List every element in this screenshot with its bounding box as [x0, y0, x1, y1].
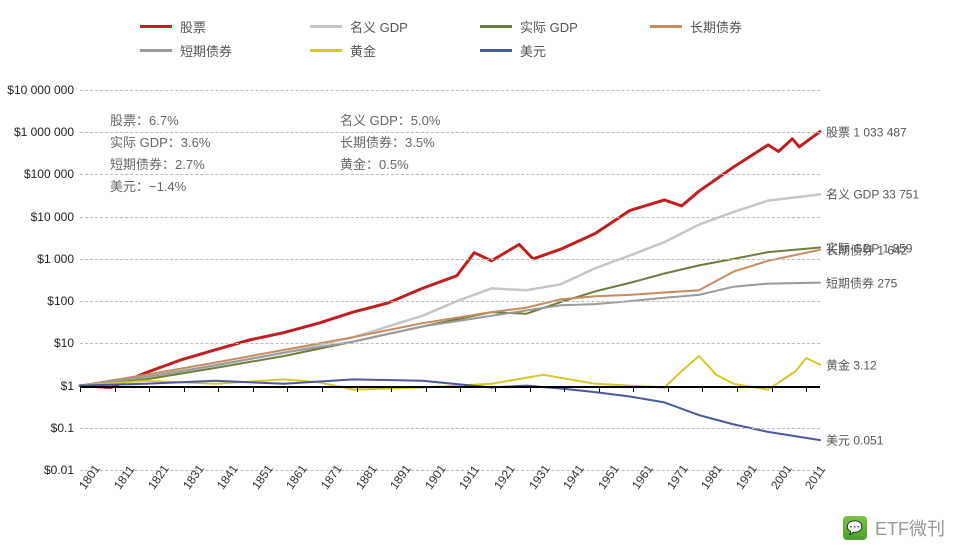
legend-item-stocks: 股票 [140, 14, 310, 38]
y-gridline [80, 259, 820, 260]
legend-label: 长期债券 [690, 17, 742, 36]
x-tick-mark [426, 386, 427, 392]
legend-swatch [310, 49, 342, 52]
chart-plot-area: $0.01$0.1$1$10$100$1 000$10 000$100 000$… [80, 90, 820, 470]
legend-label: 黄金 [350, 41, 376, 60]
x-tick-mark [495, 386, 496, 392]
x-tick-mark [530, 386, 531, 392]
y-tick-label: $0.1 [51, 421, 74, 435]
y-tick-label: $100 [47, 294, 74, 308]
legend-item-gold: 黄金 [310, 38, 480, 62]
end-label-stocks: 股票 1 033 487 [826, 123, 907, 140]
x-tick-mark [668, 386, 669, 392]
legend-swatch [310, 25, 342, 28]
x-tick-mark [702, 386, 703, 392]
legend-item-real_gdp: 实际 GDP [480, 14, 650, 38]
y-gridline [80, 428, 820, 429]
legend: 股票 名义 GDP 实际 GDP 长期债券短期债券 黄金 美元 [140, 14, 820, 62]
legend-swatch [480, 25, 512, 28]
x-tick-mark [287, 386, 288, 392]
legend-item-long_bonds: 长期债券 [650, 14, 820, 38]
legend-item-nominal_gdp: 名义 GDP [310, 14, 480, 38]
y-gridline [80, 217, 820, 218]
end-label-long_bonds: 长期债券 1 642 [826, 241, 907, 258]
end-label-short_bonds: 短期债券 275 [826, 274, 897, 291]
legend-item-dollar: 美元 [480, 38, 650, 62]
y-tick-label: $10 000 000 [7, 83, 74, 97]
x-tick-mark [633, 386, 634, 392]
legend-swatch [140, 49, 172, 52]
series-real_gdp [80, 248, 820, 386]
legend-swatch [480, 49, 512, 52]
y-tick-label: $10 000 [31, 210, 74, 224]
legend-label: 名义 GDP [350, 17, 408, 36]
legend-label: 股票 [180, 17, 206, 36]
x-tick-mark [322, 386, 323, 392]
end-label-gold: 黄金 3.12 [826, 356, 877, 373]
y-tick-label: $1 000 [37, 252, 74, 266]
watermark-text: ETF微刊 [875, 515, 945, 541]
x-tick-mark [391, 386, 392, 392]
y-tick-label: $1 000 000 [14, 125, 74, 139]
x-tick-mark [218, 386, 219, 392]
y-gridline [80, 343, 820, 344]
end-label-dollar: 美元 0.051 [826, 432, 883, 449]
series-short_bonds [80, 283, 820, 386]
y-gridline [80, 301, 820, 302]
legend-label: 美元 [520, 41, 546, 60]
x-axis-line [80, 386, 820, 388]
legend-item-short_bonds: 短期债券 [140, 38, 310, 62]
x-tick-mark [564, 386, 565, 392]
x-tick-mark [460, 386, 461, 392]
x-tick-mark [357, 386, 358, 392]
y-tick-label: $100 000 [24, 167, 74, 181]
x-tick-mark [737, 386, 738, 392]
wechat-icon: 💬 [843, 516, 867, 540]
y-tick-label: $0.01 [44, 463, 74, 477]
x-tick-mark [115, 386, 116, 392]
x-tick-mark [80, 386, 81, 392]
legend-swatch [140, 25, 172, 28]
y-tick-label: $1 [61, 379, 74, 393]
y-tick-label: $10 [54, 336, 74, 350]
x-tick-mark [599, 386, 600, 392]
series-dollar [80, 379, 820, 440]
y-gridline [80, 132, 820, 133]
x-tick-mark [253, 386, 254, 392]
series-long_bonds [80, 250, 820, 386]
series-lines [80, 90, 820, 470]
x-tick-mark [184, 386, 185, 392]
watermark: 💬 ETF微刊 [843, 515, 945, 541]
x-tick-mark [806, 386, 807, 392]
wechat-glyph: 💬 [847, 520, 863, 536]
end-label-nominal_gdp: 名义 GDP 33 751 [826, 186, 919, 203]
x-tick-mark [149, 386, 150, 392]
y-gridline [80, 174, 820, 175]
legend-label: 短期债券 [180, 41, 232, 60]
legend-label: 实际 GDP [520, 17, 578, 36]
legend-swatch [650, 25, 682, 28]
x-tick-mark [772, 386, 773, 392]
y-gridline [80, 90, 820, 91]
